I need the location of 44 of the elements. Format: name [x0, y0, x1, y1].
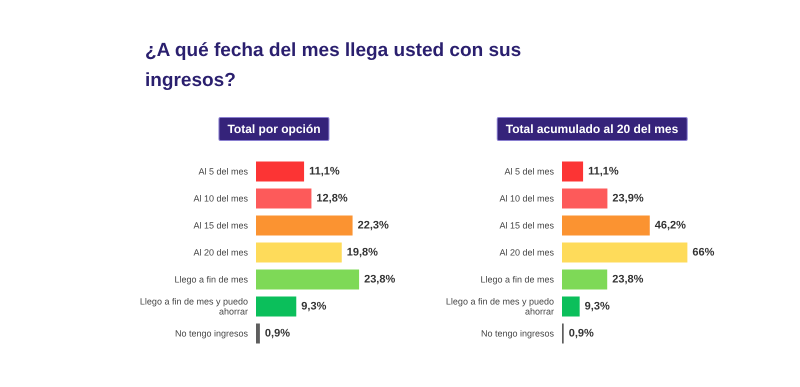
data-label: 19,8% [346, 246, 378, 258]
bar [256, 296, 296, 316]
data-label: 23,8% [612, 274, 644, 286]
y-tick-label: Al 10 del mes [193, 194, 248, 204]
y-tick-label: Al 10 del mes [499, 194, 554, 204]
data-label: 46,2% [654, 220, 686, 232]
data-label: 0,9% [568, 328, 594, 340]
data-label: 11,1% [588, 166, 619, 178]
data-label: 11,1% [309, 166, 340, 178]
bar [256, 188, 312, 208]
bar [562, 216, 650, 236]
bar [256, 324, 260, 344]
bar [562, 188, 608, 208]
chart-subtitle: Total acumulado al 20 del mes [496, 117, 688, 141]
bar [562, 270, 608, 290]
bar [256, 162, 304, 182]
bar [562, 296, 580, 316]
data-label: 9,3% [301, 300, 327, 312]
data-label: 23,8% [364, 274, 396, 286]
data-label: 66% [692, 246, 715, 258]
data-label: 9,3% [584, 300, 610, 312]
y-tick-label: Al 15 del mes [193, 220, 248, 230]
bar [256, 242, 342, 262]
bar [256, 216, 353, 236]
y-tick-label: Al 20 del mes [193, 248, 248, 258]
data-label: 22,3% [358, 220, 389, 232]
y-tick-label: Al 15 del mes [499, 220, 554, 230]
data-label: 23,9% [612, 192, 644, 204]
chart-title: ¿A qué fecha del mes llega usted con sus ingresos? [145, 39, 522, 93]
bar [562, 242, 688, 262]
y-tick-label: No tengo ingresos [480, 328, 554, 338]
data-label: 12,8% [316, 192, 348, 204]
y-tick-label: Al 20 del mes [499, 248, 554, 258]
data-label: 0,9% [264, 328, 290, 340]
y-tick-label: No tengo ingresos [174, 328, 248, 338]
y-tick-label: Llego a fin de mes y puedo ahorrar [446, 296, 554, 316]
y-tick-label: Llego a fin de mes [174, 274, 248, 284]
y-tick-label: Al 5 del mes [198, 166, 248, 176]
y-tick-label: Al 5 del mes [504, 166, 554, 176]
chart-subtitle: Total por opción [218, 117, 330, 141]
bar [562, 162, 584, 182]
y-tick-label: Llego a fin de mes [480, 274, 554, 284]
y-tick-label: Llego a fin de mes y puedo ahorrar [140, 296, 248, 316]
bar [256, 270, 360, 290]
